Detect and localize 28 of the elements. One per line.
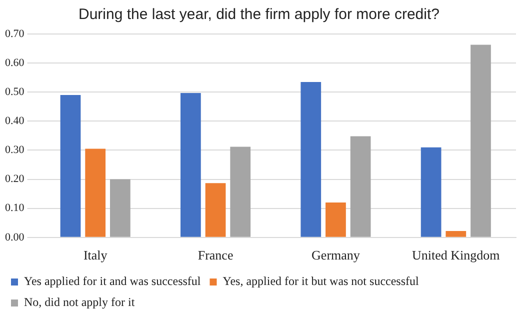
chart-title: During the last year, did the firm apply for more credit? xyxy=(78,6,440,24)
y-tick-label: 0.70 xyxy=(5,28,25,40)
bar xyxy=(300,82,322,237)
legend-label: Yes applied for it and was successful xyxy=(24,274,202,288)
legend-label: Yes, applied for it but was not successful xyxy=(222,274,420,288)
y-tick-label: 0.20 xyxy=(5,173,25,186)
bar xyxy=(205,183,226,237)
bar xyxy=(60,95,81,237)
bar xyxy=(420,147,442,237)
bar xyxy=(230,146,251,237)
y-tick-label: 0.40 xyxy=(5,115,25,128)
bar xyxy=(446,231,466,237)
bar xyxy=(350,136,371,237)
x-tick-label: United Kingdom xyxy=(412,248,500,263)
y-tick-label: 0.30 xyxy=(5,144,25,156)
y-tick-label: 0.50 xyxy=(5,86,25,98)
y-tick-label: 0.10 xyxy=(5,202,25,214)
x-tick-label: Italy xyxy=(83,248,108,263)
bar xyxy=(470,44,491,237)
bar xyxy=(326,202,346,237)
x-tick-label: Germany xyxy=(312,248,360,263)
bar xyxy=(110,179,130,237)
legend-label: No, did not apply for it xyxy=(24,295,136,310)
bar xyxy=(180,92,201,237)
x-tick-label: France xyxy=(198,248,234,263)
y-tick-label: 0.00 xyxy=(5,231,25,244)
y-tick-label: 0.60 xyxy=(5,56,25,69)
bar xyxy=(85,148,106,237)
